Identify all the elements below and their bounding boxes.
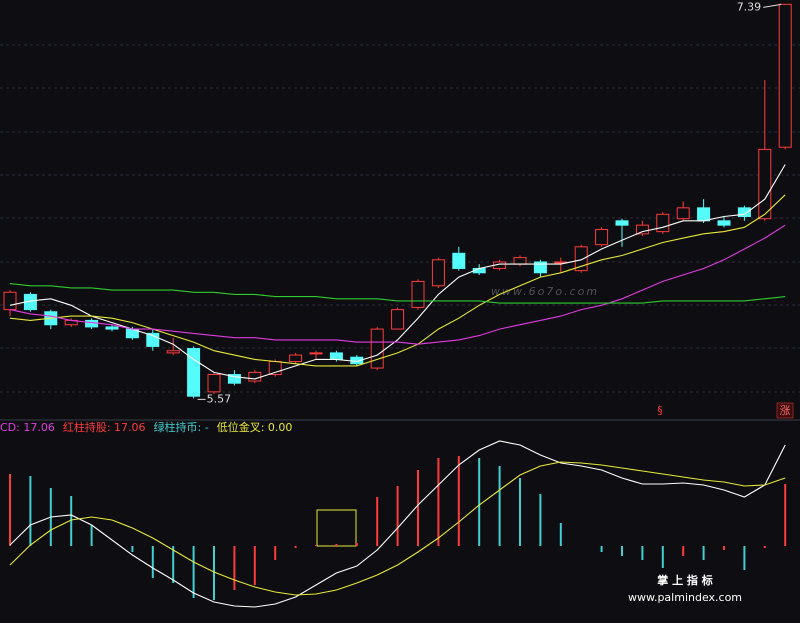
legend-entry: 绿柱持币: - [153, 421, 209, 434]
candle-body [697, 207, 711, 222]
candle-body [309, 352, 323, 355]
watermark: www.6o7o.com [491, 285, 599, 298]
candle-body [737, 207, 751, 217]
indicator-line [9, 440, 786, 608]
candle-body [166, 350, 180, 354]
footer-title: 掌 上 指 标 [657, 573, 713, 587]
candle-body [370, 328, 384, 369]
candle-body [105, 326, 119, 330]
legend-entry: 低位金叉: 0.00 [216, 421, 293, 434]
indicator-line [9, 283, 786, 304]
candle-body [3, 291, 17, 311]
indicator-line [9, 224, 786, 345]
marker: § [657, 404, 663, 417]
footer-url: www.palmindex.com [628, 591, 742, 604]
candle-body [411, 280, 425, 308]
candle-body [595, 228, 609, 246]
indicator-legend: CD: 17.06 红柱持股: 17.06 绿柱持币: - 低位金叉: 0.00 [0, 420, 292, 436]
candle-body [615, 220, 629, 226]
candle-body [533, 261, 547, 274]
candle-body [227, 374, 241, 384]
indicator-line [9, 164, 786, 380]
candle-body [676, 207, 690, 220]
candle-body [248, 371, 262, 382]
candle-body [656, 213, 670, 233]
candle-body [758, 148, 772, 220]
candle-body [289, 354, 303, 363]
candle-body [452, 252, 466, 269]
candle-body [717, 220, 731, 226]
highlight-box [316, 509, 357, 547]
indicator-line [9, 461, 786, 596]
indicator-line [9, 194, 786, 367]
candle-body [513, 257, 527, 265]
candle-body [329, 352, 343, 360]
candle-body [85, 319, 99, 328]
candle-body [187, 348, 201, 397]
legend-entry: CD: 17.06 [0, 421, 55, 434]
candle-body [431, 259, 445, 287]
annotation: 5.57 [207, 392, 232, 405]
marker-box [776, 402, 794, 419]
candle-body [635, 224, 649, 235]
candle-body [207, 374, 221, 393]
legend-entry: 红柱持股: 17.06 [62, 421, 146, 434]
candle-body [574, 246, 588, 272]
annotation: 7.39 [737, 0, 762, 13]
marker: 涨 [780, 404, 791, 417]
candle-body [391, 309, 405, 330]
annotation-arrow [763, 3, 782, 8]
candle-body [778, 3, 792, 148]
